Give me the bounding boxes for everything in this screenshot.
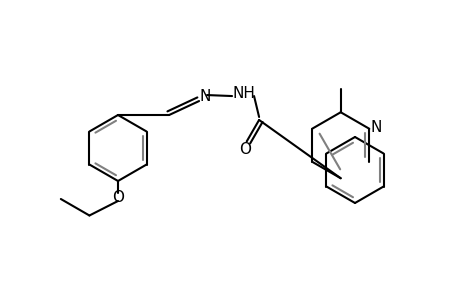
Text: O: O	[238, 142, 250, 157]
Text: N: N	[199, 88, 210, 104]
Text: N: N	[370, 120, 381, 135]
Text: O: O	[112, 190, 124, 205]
Text: NH: NH	[232, 85, 255, 100]
